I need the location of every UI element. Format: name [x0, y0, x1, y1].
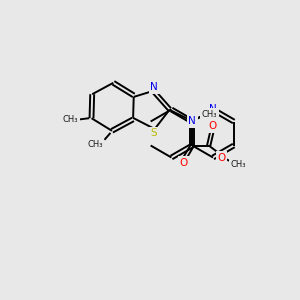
Text: O: O [218, 153, 226, 163]
Text: N: N [209, 104, 217, 115]
Text: CH₃: CH₃ [201, 110, 217, 119]
Text: S: S [151, 128, 158, 138]
Text: O: O [180, 158, 188, 168]
Text: N: N [150, 82, 158, 92]
Text: O: O [208, 121, 216, 131]
Text: CH₃: CH₃ [87, 140, 103, 149]
Text: CH₃: CH₃ [63, 115, 78, 124]
Text: N: N [188, 116, 196, 127]
Text: CH₃: CH₃ [231, 160, 247, 169]
